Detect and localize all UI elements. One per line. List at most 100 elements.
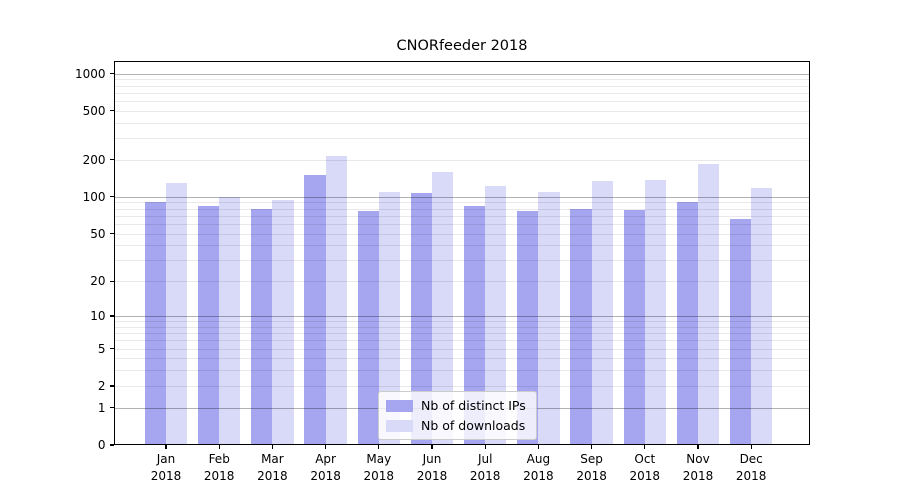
bar-nb-of-downloads-dec — [751, 187, 773, 445]
chart-title: CNORfeeder 2018 — [396, 38, 528, 54]
gridline-minor-700 — [113, 92, 810, 94]
x-tick-label-jan: Jan 2018 — [136, 451, 196, 484]
x-tick-year-aug: 2018 — [523, 468, 554, 483]
bar-nb-of-distinct-ips-feb — [197, 205, 220, 445]
x-tick-mark-oct — [644, 445, 646, 449]
legend-label-downloads: Nb of downloads — [421, 418, 526, 433]
y-tick-label-5: 5 — [97, 341, 106, 356]
gridline-minor-80 — [113, 208, 810, 210]
y-tick-mark-1000 — [109, 72, 114, 75]
gridline-minor-7 — [113, 333, 810, 335]
y-tick-label-10: 10 — [90, 309, 106, 324]
x-tick-year-apr: 2018 — [310, 468, 341, 483]
bar-nb-of-distinct-ips-aug — [517, 210, 539, 445]
gridline-minor-20 — [113, 281, 810, 283]
gridline-minor-500 — [113, 110, 810, 112]
gridline-minor-3 — [113, 370, 810, 372]
y-tick-mark-100 — [109, 196, 114, 198]
bar-nb-of-distinct-ips-jul — [463, 205, 486, 445]
legend: Nb of distinct IPs Nb of downloads — [378, 391, 537, 440]
y-tick-mark-2 — [109, 385, 114, 387]
y-tick-label-100: 100 — [82, 189, 106, 204]
gridline-minor-800 — [113, 85, 810, 87]
bar-nb-of-downloads-jan — [166, 182, 188, 445]
y-tick-label-0: 0 — [97, 438, 106, 452]
x-tick-mark-jul — [484, 445, 486, 449]
gridline-minor-4 — [113, 358, 810, 360]
gridline-minor-30 — [113, 260, 810, 262]
y-tick-mark-5 — [109, 348, 114, 350]
x-tick-label-aug: Aug 2018 — [508, 451, 568, 484]
y-tick-mark-10 — [109, 315, 114, 317]
x-tick-label-jul: Jul 2018 — [455, 451, 515, 484]
legend-swatch-downloads — [386, 419, 413, 432]
x-tick-label-dec: Dec 2018 — [721, 451, 781, 484]
gridline-minor-900 — [113, 79, 810, 81]
x-tick-label-apr: Apr 2018 — [296, 451, 356, 484]
x-tick-mark-mar — [271, 445, 273, 449]
bar-nb-of-distinct-ips-dec — [729, 218, 752, 445]
y-tick-label-1: 1 — [97, 400, 106, 415]
legend-label-distinct-ips: Nb of distinct IPs — [421, 398, 526, 413]
x-tick-mark-jun — [431, 445, 433, 449]
x-tick-label-nov: Nov 2018 — [668, 451, 728, 484]
bar-nb-of-distinct-ips-may — [357, 211, 379, 445]
y-tick-label-50: 50 — [90, 226, 106, 241]
x-tick-label-oct: Oct 2018 — [615, 451, 675, 484]
legend-swatch-distinct-ips — [386, 399, 413, 412]
y-tick-label-200: 200 — [82, 152, 106, 167]
gridline-minor-50 — [113, 233, 810, 235]
gridline-minor-6 — [113, 340, 810, 342]
x-tick-mark-jan — [165, 445, 167, 449]
gridline-minor-60 — [113, 223, 810, 225]
gridline-major-100 — [113, 196, 810, 198]
gridline-minor-5 — [113, 348, 810, 350]
y-tick-mark-1 — [109, 407, 114, 409]
x-tick-year-dec: 2018 — [735, 468, 767, 483]
bar-nb-of-downloads-feb — [219, 196, 241, 445]
bar-nb-of-distinct-ips-jan — [144, 202, 166, 445]
x-tick-label-sep: Sep 2018 — [562, 451, 622, 484]
gridline-minor-8 — [113, 326, 810, 328]
gridline-minor-200 — [113, 159, 810, 161]
bar-nb-of-distinct-ips-mar — [251, 209, 273, 445]
bar-nb-of-distinct-ips-sep — [570, 208, 592, 445]
bar-nb-of-downloads-sep — [591, 181, 613, 445]
x-tick-year-jun: 2018 — [416, 468, 448, 483]
x-tick-label-feb: Feb 2018 — [189, 451, 249, 484]
y-tick-label-20: 20 — [90, 274, 106, 289]
plot-area — [113, 61, 810, 445]
y-tick-mark-200 — [109, 159, 114, 161]
gridline-minor-40 — [113, 245, 810, 247]
bar-nb-of-downloads-aug — [538, 191, 560, 445]
y-tick-mark-50 — [109, 233, 114, 235]
x-tick-mark-aug — [537, 445, 539, 449]
y-tick-label-2: 2 — [97, 378, 106, 393]
x-tick-mark-sep — [591, 445, 593, 449]
bar-nb-of-distinct-ips-jun — [410, 192, 432, 445]
x-tick-label-jun: Jun 2018 — [402, 451, 462, 484]
x-tick-label-may: May 2018 — [349, 451, 409, 484]
bar-nb-of-downloads-may — [378, 192, 401, 445]
gridline-minor-400 — [113, 122, 810, 124]
y-tick-label-500: 500 — [82, 103, 106, 118]
gridline-minor-300 — [113, 138, 810, 140]
gridline-major-1000 — [113, 73, 810, 75]
y-tick-label-1000: 1000 — [74, 66, 106, 81]
gridline-minor-9 — [113, 321, 810, 323]
gridline-minor-70 — [113, 215, 810, 217]
bar-nb-of-distinct-ips-nov — [676, 201, 698, 445]
y-tick-mark-500 — [109, 110, 114, 112]
gridline-minor-90 — [113, 202, 810, 204]
bar-nb-of-downloads-jun — [432, 171, 454, 445]
x-tick-mark-dec — [750, 445, 752, 449]
y-tick-mark-20 — [109, 280, 114, 282]
x-tick-year-jul: 2018 — [469, 468, 501, 483]
bar-nb-of-downloads-mar — [272, 199, 294, 445]
bar-nb-of-downloads-jul — [485, 186, 507, 445]
x-tick-label-mar: Mar 2018 — [242, 451, 302, 484]
x-tick-mark-feb — [218, 445, 220, 449]
x-tick-year-mar: 2018 — [257, 468, 288, 483]
x-tick-year-jan: 2018 — [150, 468, 182, 483]
